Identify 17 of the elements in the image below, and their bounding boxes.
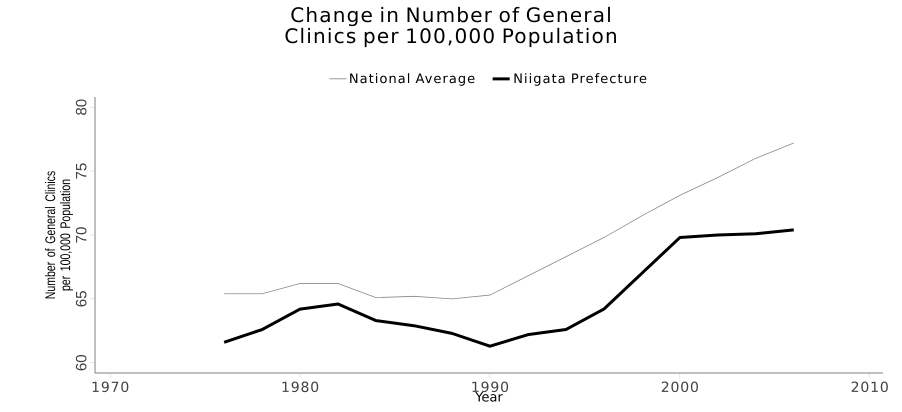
y-tick-label: 70 [76, 227, 86, 243]
chart-title: Change in Number of General Clinics per 100,000 Population [285, 6, 616, 48]
x-tick-label: 1980 [282, 382, 318, 392]
x-axis-title: Year [475, 392, 503, 402]
legend-label: National Average [350, 73, 474, 86]
x-tick-label: 2010 [852, 382, 888, 392]
y-axis-title: Number of General Clinics per 100,000 Population [44, 171, 73, 298]
x-tick-label: 2000 [662, 382, 698, 392]
y-tick-label: 65 [76, 291, 86, 306]
y-tick-label: 60 [76, 355, 86, 370]
legend-label: Niigata Prefecture [514, 73, 646, 86]
line-series [222, 228, 796, 348]
x-tick-label: 1970 [92, 382, 128, 392]
y-tick-label: 75 [76, 163, 86, 179]
line-series [224, 142, 794, 300]
x-tick-label: 1990 [472, 382, 508, 392]
y-tick-label: 80 [76, 99, 86, 115]
